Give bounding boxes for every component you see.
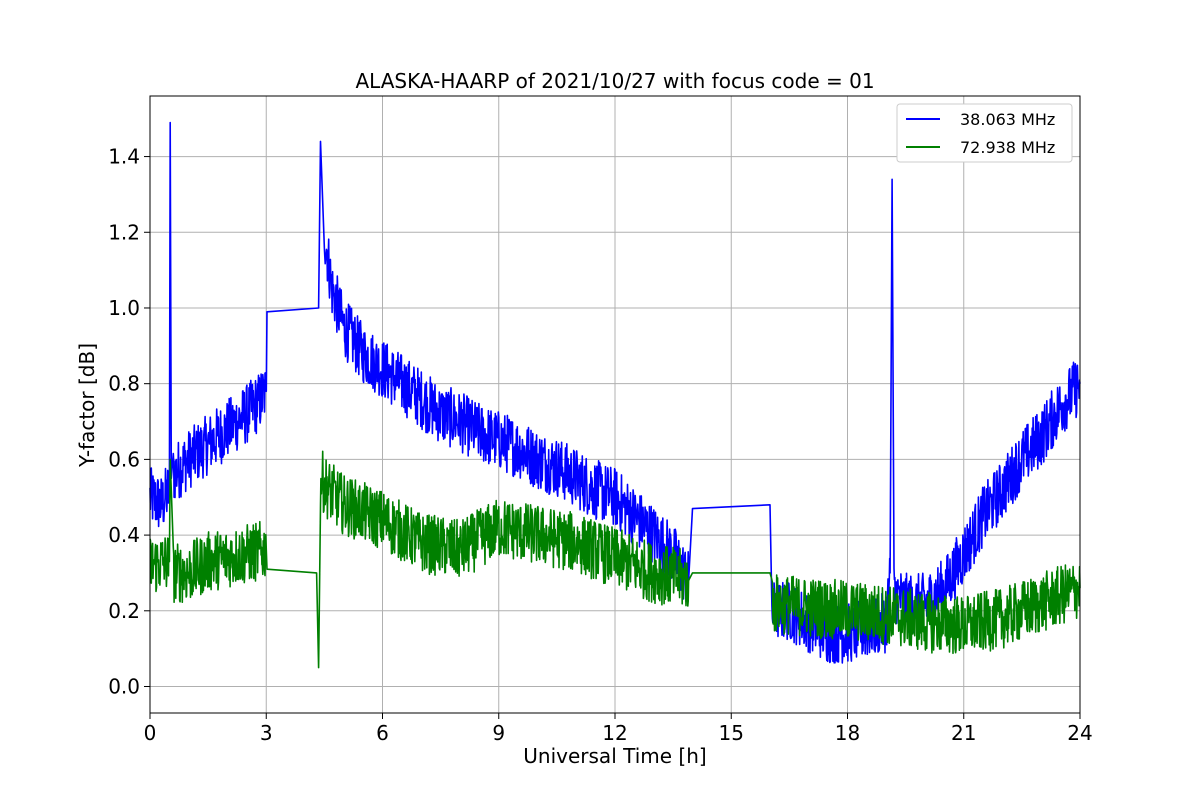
x-tick-label: 12 <box>602 721 627 745</box>
y-tick-label: 0.0 <box>108 675 140 699</box>
x-tick-label: 9 <box>492 721 505 745</box>
x-axis-label: Universal Time [h] <box>523 744 706 768</box>
y-tick-label: 1.0 <box>108 296 140 320</box>
x-tick-label: 21 <box>951 721 976 745</box>
x-tick-label: 24 <box>1067 721 1092 745</box>
series-line-72-938 <box>149 450 1081 669</box>
legend-label-38-063: 38.063 MHz <box>960 110 1055 129</box>
legend-label-72-938: 72.938 MHz <box>960 138 1055 157</box>
y-tick-label: 0.4 <box>108 523 140 547</box>
y-tick-label: 0.6 <box>108 447 140 471</box>
plot-area <box>149 121 1081 669</box>
y-tick-label: 1.2 <box>108 220 140 244</box>
y-axis: 0.0 0.2 0.4 0.6 0.8 1.0 1.2 1.4 <box>108 145 150 699</box>
chart-title: ALASKA-HAARP of 2021/10/27 with focus co… <box>355 69 874 93</box>
y-axis-label: Y-factor [dB] <box>75 343 99 468</box>
series-line-38-063 <box>149 121 1081 664</box>
x-tick-label: 18 <box>835 721 860 745</box>
legend-box <box>896 103 1073 163</box>
y-tick-label: 0.2 <box>108 599 140 623</box>
legend: 38.063 MHz 72.938 MHz <box>896 103 1073 163</box>
grid <box>149 96 1081 713</box>
x-tick-label: 15 <box>719 721 744 745</box>
x-tick-label: 6 <box>376 721 389 745</box>
y-tick-label: 0.8 <box>108 372 140 396</box>
y-tick-label: 1.4 <box>108 145 140 169</box>
x-tick-label: 0 <box>144 721 157 745</box>
x-tick-label: 3 <box>260 721 273 745</box>
x-axis: 0 3 6 9 12 15 18 21 24 <box>144 713 1093 745</box>
